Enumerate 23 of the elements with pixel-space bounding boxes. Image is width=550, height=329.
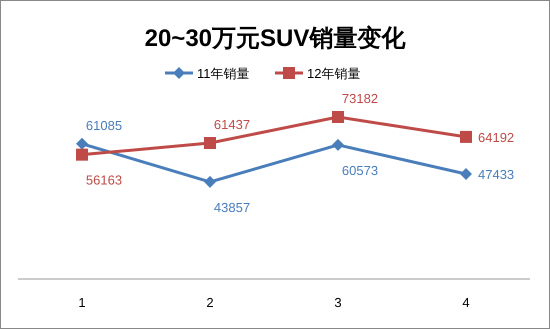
point	[204, 176, 216, 188]
point	[332, 111, 344, 123]
data-label: 56163	[86, 172, 122, 188]
data-label: 64192	[478, 130, 514, 145]
x-tick-label: 4	[462, 295, 470, 310]
chart-title: 20~30万元SUV销量变化	[144, 25, 406, 52]
data-label: 73182	[342, 91, 378, 106]
data-label: 60573	[342, 162, 378, 178]
x-tick-label: 1	[78, 295, 86, 310]
point	[204, 137, 216, 149]
legend-label: 12年销量	[307, 66, 360, 81]
point	[76, 138, 88, 150]
data-label: 47433	[478, 167, 514, 182]
x-tick-label: 2	[206, 295, 214, 310]
data-label: 61085	[86, 118, 122, 133]
point	[76, 148, 88, 161]
legend-label: 11年销量	[197, 66, 250, 81]
point	[332, 138, 344, 151]
x-tick-label: 3	[334, 295, 342, 310]
point	[460, 130, 472, 143]
data-label: 61437	[214, 117, 250, 132]
point	[460, 168, 472, 180]
data-label: 43857	[214, 200, 250, 215]
